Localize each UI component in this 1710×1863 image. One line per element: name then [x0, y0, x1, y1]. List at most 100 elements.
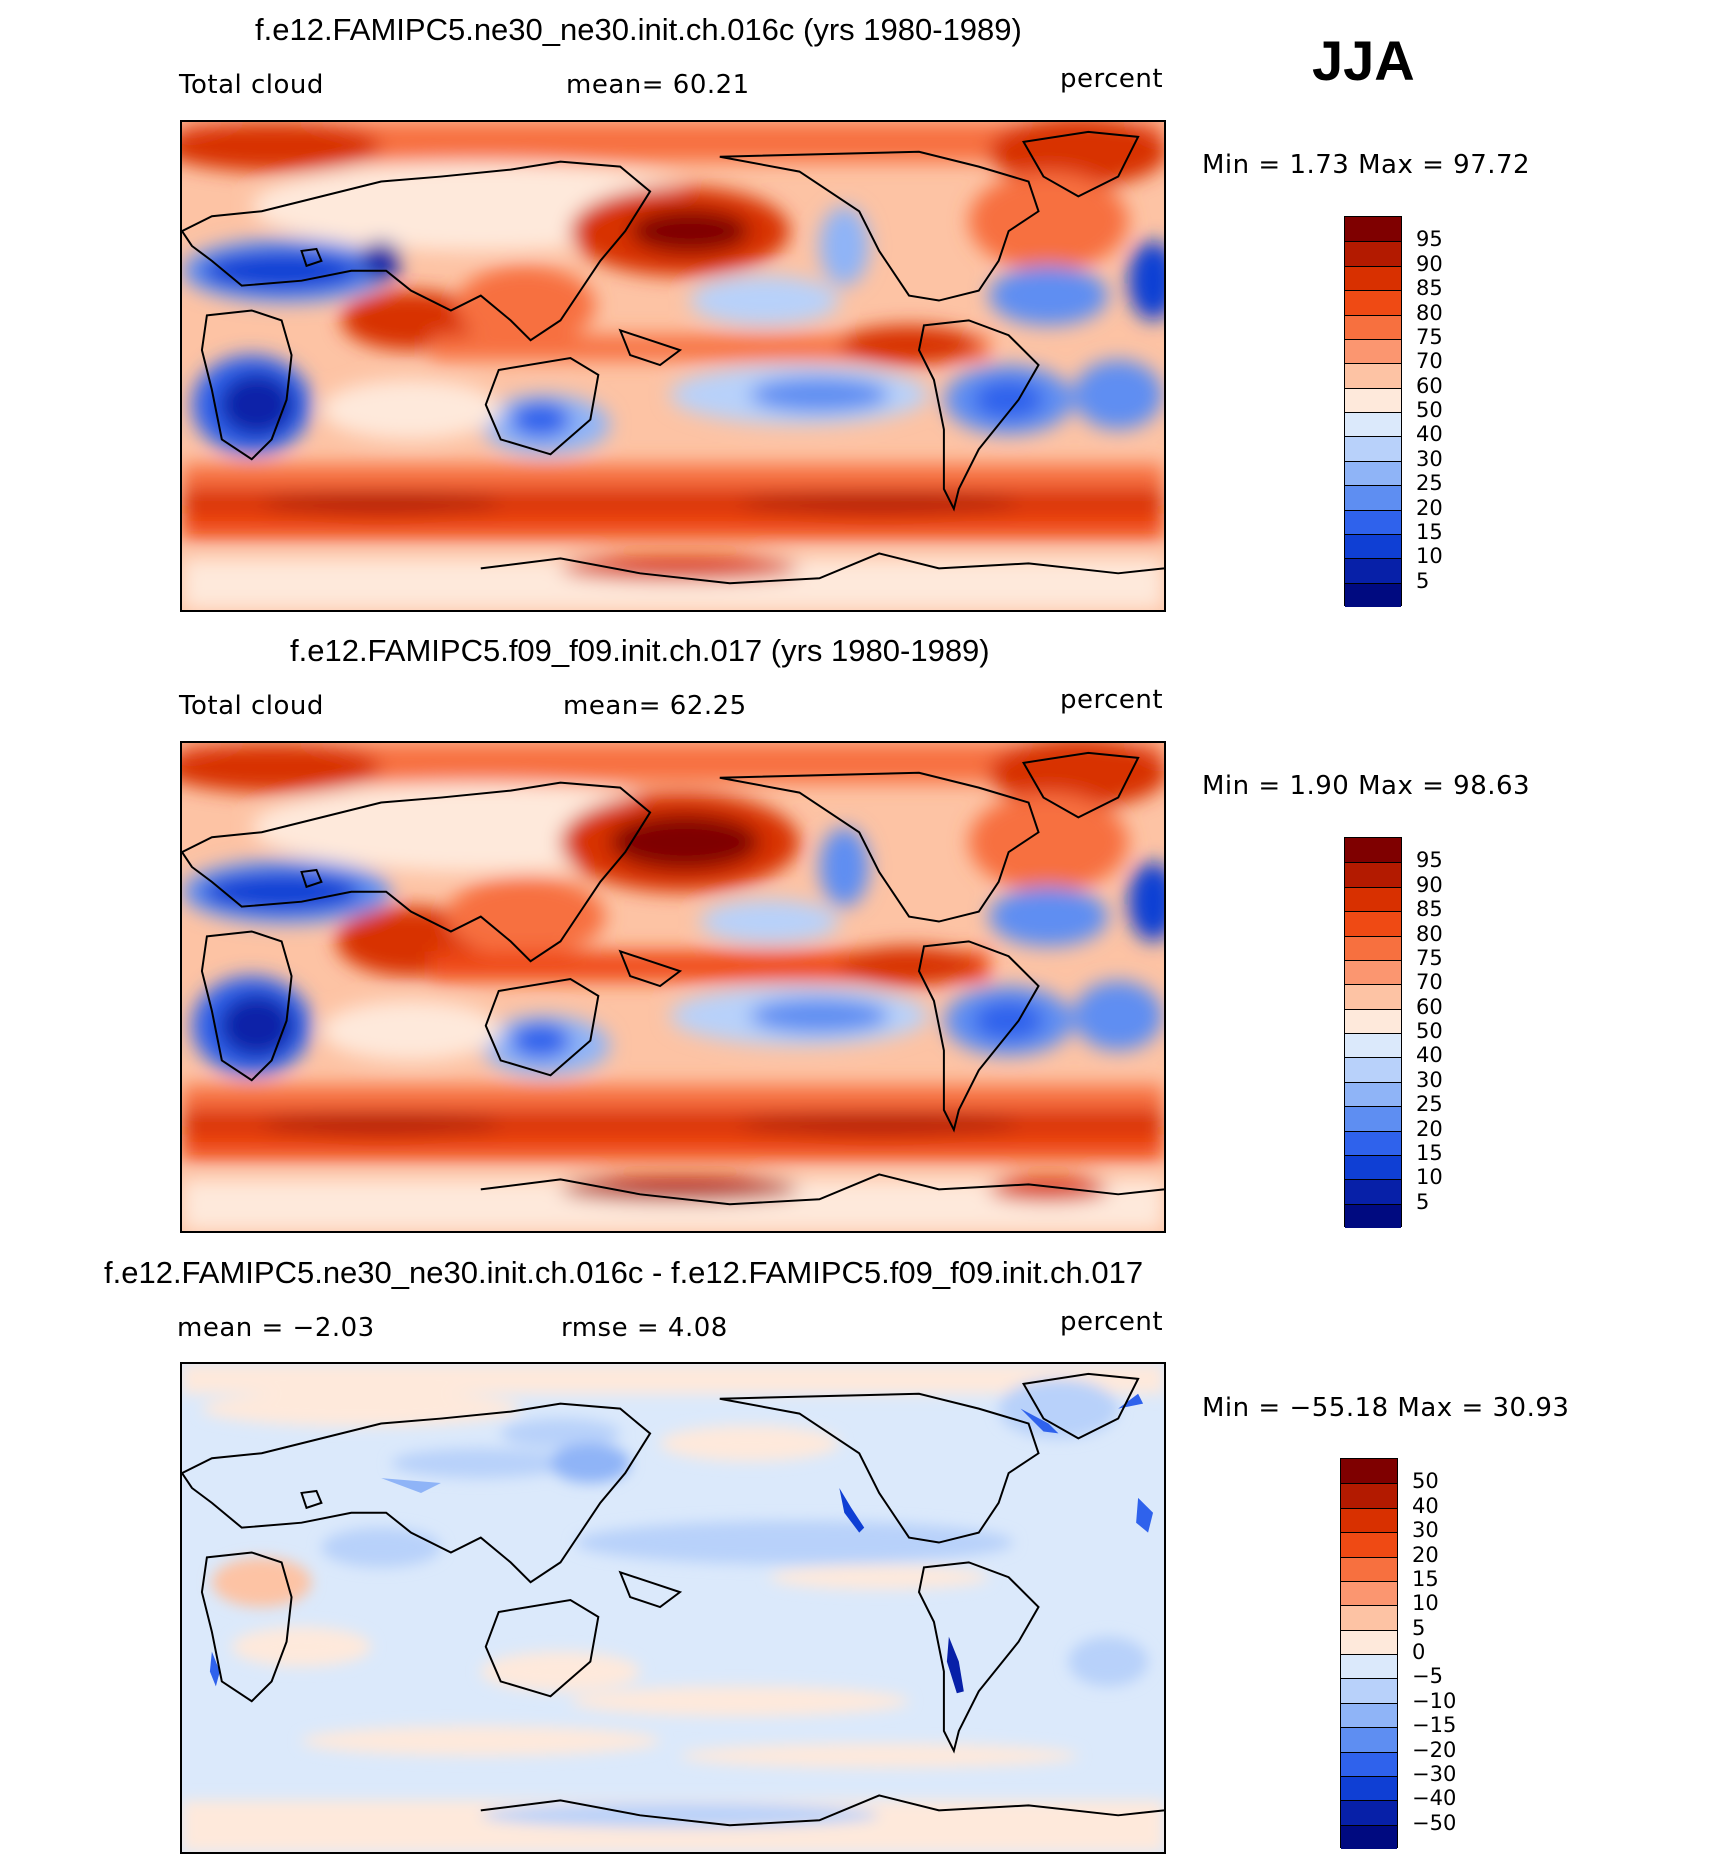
colorbar-segment — [1345, 436, 1401, 461]
panel-2-mean-label: mean= 62.25 — [563, 691, 747, 721]
colorbar-segment — [1345, 558, 1401, 583]
season-label: JJA — [1312, 29, 1415, 92]
panel-3-minmax: Min = −55.18 Max = 30.93 — [1202, 1393, 1570, 1423]
panel-3-coastlines — [182, 1372, 1164, 1827]
panel-3-map — [180, 1362, 1166, 1854]
colorbar-tick-label: 50 — [1416, 398, 1443, 422]
colorbar-tick-label: 30 — [1416, 446, 1443, 471]
colorbar-segment — [1341, 1654, 1397, 1679]
colorbar-tick-label: 60 — [1416, 373, 1443, 398]
colorbar-segment — [1345, 460, 1401, 486]
colorbar-tick-label: 40 — [1416, 422, 1443, 447]
colorbar-tick-label: 75 — [1416, 945, 1443, 970]
colorbar-tick-label: 95 — [1416, 227, 1443, 252]
colorbar-segment — [1345, 412, 1401, 437]
colorbar-segment — [1345, 838, 1401, 863]
colorbar-segment — [1345, 217, 1401, 242]
colorbar-segment — [1345, 935, 1401, 960]
panel-2-cloud-field — [182, 743, 1164, 1231]
colorbar-segment — [1345, 984, 1401, 1009]
colorbar-segment — [1341, 1824, 1397, 1849]
colorbar-segment — [1345, 485, 1401, 510]
colorbar-segment — [1341, 1459, 1397, 1484]
panel-3-title: f.e12.FAMIPC5.ne30_ne30.init.ch.016c - f… — [104, 1255, 1144, 1290]
colorbar-segment — [1345, 1130, 1401, 1155]
colorbar-tick-label: 80 — [1416, 300, 1443, 325]
colorbar-tick-label: −40 — [1412, 1786, 1457, 1811]
colorbar-tick-label: 90 — [1416, 872, 1443, 897]
panel-1-coastlines — [182, 130, 1164, 585]
panel-2-variable-label: Total cloud — [179, 691, 324, 721]
panel-3-rmse-label: rmse = 4.08 — [561, 1313, 728, 1343]
colorbar-tick-label: −10 — [1412, 1688, 1457, 1713]
colorbar-segment — [1345, 509, 1401, 534]
colorbar-tick-label: 0 — [1412, 1640, 1426, 1664]
colorbar-tick-label: −5 — [1412, 1664, 1443, 1689]
panel-2-colorbar — [1344, 837, 1402, 1228]
colorbar-tick-label: 10 — [1416, 1165, 1443, 1190]
colorbar-tick-label: 20 — [1416, 495, 1443, 520]
colorbar-tick-label: 50 — [1416, 1019, 1443, 1043]
colorbar-tick-label: −30 — [1412, 1761, 1457, 1786]
colorbar-tick-label: 5 — [1416, 568, 1430, 593]
panel-2-units-label: percent — [1060, 685, 1164, 715]
colorbar-segment — [1345, 862, 1401, 887]
panel-1-mean-label: mean= 60.21 — [566, 70, 750, 100]
colorbar-tick-label: 5 — [1412, 1615, 1426, 1640]
colorbar-segment — [1345, 886, 1401, 912]
colorbar-segment — [1341, 1532, 1397, 1557]
colorbar-segment — [1345, 363, 1401, 388]
colorbar-segment — [1341, 1483, 1397, 1508]
colorbar-segment — [1345, 314, 1401, 339]
colorbar-segment — [1341, 1629, 1397, 1654]
colorbar-segment — [1345, 1081, 1401, 1107]
colorbar-segment — [1345, 533, 1401, 559]
colorbar-segment — [1345, 338, 1401, 364]
colorbar-tick-label: 15 — [1416, 1140, 1443, 1165]
colorbar-segment — [1345, 582, 1401, 607]
panel-1-title: f.e12.FAMIPC5.ne30_ne30.init.ch.016c (yr… — [255, 12, 1022, 47]
colorbar-tick-label: 20 — [1412, 1542, 1439, 1567]
panel-2-map — [180, 741, 1166, 1233]
colorbar-segment — [1345, 290, 1401, 315]
colorbar-tick-label: 25 — [1416, 471, 1443, 496]
colorbar-segment — [1341, 1727, 1397, 1752]
panel-1-colorbar — [1344, 216, 1402, 607]
colorbar-segment — [1345, 1008, 1401, 1033]
panel-2-minmax: Min = 1.90 Max = 98.63 — [1202, 771, 1531, 801]
colorbar-tick-label: 20 — [1416, 1116, 1443, 1141]
colorbar-segment — [1345, 1203, 1401, 1228]
colorbar-segment — [1341, 1702, 1397, 1728]
colorbar-tick-label: −20 — [1412, 1737, 1457, 1762]
colorbar-tick-label: 5 — [1416, 1189, 1430, 1214]
panel-3-mean-label: mean = −2.03 — [177, 1313, 375, 1343]
colorbar-segment — [1341, 1800, 1397, 1825]
colorbar-tick-label: 75 — [1416, 324, 1443, 349]
colorbar-segment — [1345, 241, 1401, 266]
colorbar-segment — [1345, 1057, 1401, 1082]
colorbar-segment — [1345, 911, 1401, 936]
colorbar-tick-label: 30 — [1412, 1518, 1439, 1543]
panel-3-units-label: percent — [1060, 1307, 1164, 1337]
colorbar-tick-label: −15 — [1412, 1713, 1457, 1738]
colorbar-tick-label: 25 — [1416, 1092, 1443, 1117]
panel-2-coastlines — [182, 751, 1164, 1206]
colorbar-segment — [1345, 265, 1401, 291]
colorbar-segment — [1345, 1154, 1401, 1180]
colorbar-segment — [1341, 1751, 1397, 1776]
colorbar-segment — [1341, 1605, 1397, 1630]
colorbar-tick-label: 85 — [1416, 276, 1443, 301]
panel-1-variable-label: Total cloud — [179, 70, 324, 100]
colorbar-tick-label: 50 — [1412, 1469, 1439, 1494]
panel-1-units-label: percent — [1060, 64, 1164, 94]
colorbar-tick-label: 95 — [1416, 848, 1443, 873]
colorbar-tick-label: 10 — [1416, 544, 1443, 569]
panel-3-colorbar — [1340, 1458, 1398, 1849]
colorbar-segment — [1345, 387, 1401, 412]
colorbar-tick-label: −50 — [1412, 1810, 1457, 1835]
colorbar-tick-label: 10 — [1412, 1591, 1439, 1616]
panel-1-minmax: Min = 1.73 Max = 97.72 — [1202, 150, 1531, 180]
colorbar-tick-label: 40 — [1416, 1043, 1443, 1068]
colorbar-tick-label: 15 — [1412, 1566, 1439, 1591]
panel-2-title: f.e12.FAMIPC5.f09_f09.init.ch.017 (yrs 1… — [290, 633, 990, 668]
